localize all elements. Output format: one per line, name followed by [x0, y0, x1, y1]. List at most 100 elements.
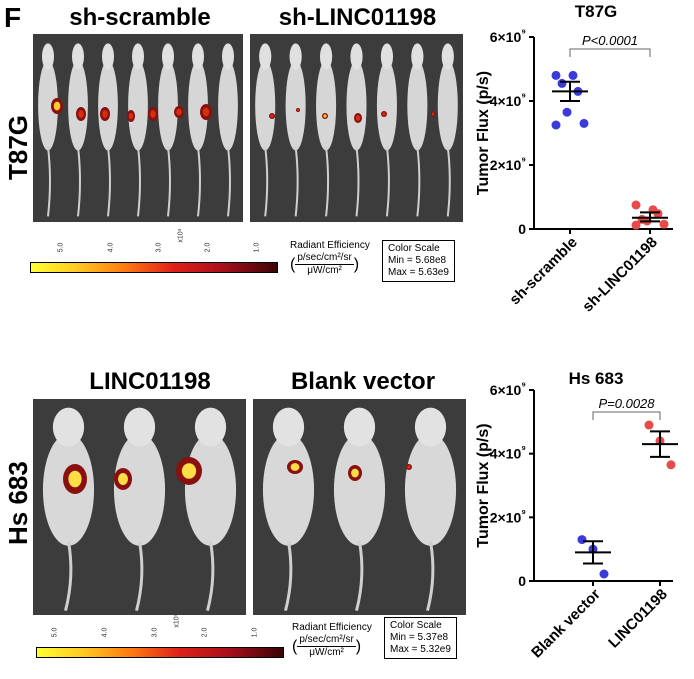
tick-label: 4.0 — [101, 627, 109, 638]
tick-label: 3.0 — [155, 242, 163, 253]
mouse-body — [184, 433, 237, 546]
tick-exponent: ⁹ — [521, 156, 526, 167]
tick-exponent: ⁹ — [521, 381, 526, 392]
mouse — [376, 43, 397, 217]
bioluminescence-image-linc01198 — [33, 399, 246, 615]
signal-spot-core — [270, 114, 274, 118]
mouse — [255, 43, 276, 217]
tick-label: 1.0 — [251, 627, 259, 638]
mouse-body — [437, 60, 458, 151]
significance-bracket — [569, 48, 651, 57]
signal-spot-core — [351, 468, 359, 478]
data-point — [631, 200, 641, 210]
data-point — [568, 70, 578, 80]
mouse-tail — [355, 541, 364, 612]
mouse — [42, 407, 95, 612]
mouse-head — [272, 407, 305, 447]
mouse-tail — [206, 541, 215, 612]
mouse-tail — [416, 146, 421, 217]
tick-label: 3.0 — [151, 627, 159, 638]
radiant-unit-denominator: μW/cm² — [309, 647, 344, 658]
y-tick-label: 0 — [518, 573, 526, 589]
tick-label: 2.0 — [201, 627, 209, 638]
mouse-body — [316, 60, 337, 151]
data-point — [557, 78, 567, 88]
x-tick-label: LINC01198 — [605, 586, 671, 652]
x-tick-label: Blank vector — [528, 586, 604, 662]
color-scale-max: Max = 5.63e9 — [388, 267, 449, 278]
y-tick-label: 4×10⁹ — [490, 92, 527, 109]
data-point — [551, 70, 561, 80]
radiant-efficiency-label: Radiant Efficiency ( p/sec/cm²/sr μW/cm²… — [292, 622, 372, 658]
mouse — [38, 43, 58, 217]
row-label-t87g: T87G — [3, 114, 33, 180]
y-tick-label: 6×10⁹ — [490, 28, 527, 45]
radiant-unit-denominator: μW/cm² — [307, 265, 342, 276]
mouse-head — [72, 43, 84, 70]
p-value-annotation: P=0.0028 — [598, 396, 655, 411]
mouse-head — [319, 43, 333, 70]
color-scale-max: Max = 5.32e9 — [390, 644, 451, 655]
group-title-sh-linc01198: sh-LINC01198 — [278, 4, 437, 31]
mouse-body — [68, 60, 88, 151]
signal-spot-core — [176, 108, 182, 116]
data-point — [644, 420, 654, 430]
mouse-tail — [77, 146, 81, 217]
y-tick-label: 4×10⁹ — [490, 445, 527, 462]
mouse-tail — [385, 146, 390, 217]
data-point — [562, 107, 572, 117]
mouse-head — [414, 407, 447, 447]
mouse-head — [380, 43, 394, 70]
data-point — [551, 120, 561, 130]
mouse — [333, 407, 386, 612]
y-tick-label: 0 — [518, 221, 526, 237]
signal-spot-core — [181, 463, 197, 479]
mouse-head — [123, 407, 156, 447]
tick-exponent: ⁹ — [521, 92, 526, 103]
mouse-head — [192, 43, 204, 70]
mouse-body — [333, 433, 386, 546]
chart-t87g: T87G Tumor Flux (p/s) 0 2×10⁹ 4×10⁹ 6×10⁹ sh-s… — [475, 2, 673, 315]
mouse — [188, 43, 208, 217]
mouse — [437, 43, 458, 217]
data-point — [666, 460, 676, 470]
data-point — [577, 535, 587, 545]
group-title-linc01198: LINC01198 — [89, 368, 211, 395]
chart-title: T87G — [575, 2, 618, 21]
mouse-head — [411, 43, 424, 70]
mouse — [68, 43, 88, 217]
mouse-tail — [227, 146, 231, 217]
mouse-tail — [284, 541, 293, 612]
mouse — [158, 43, 178, 217]
tick-label: 4.0 — [107, 242, 115, 253]
mouse-body — [188, 60, 208, 151]
mouse — [285, 43, 306, 217]
exponent-label: x10⁹ — [173, 613, 181, 628]
significance-bracket — [592, 411, 661, 420]
scale-ticks: 5.0 4.0 3.0 2.0 1.0 x10⁹ — [36, 613, 284, 647]
mouse-body — [285, 60, 306, 151]
mouse-tail — [47, 146, 51, 217]
mouse-tail — [167, 146, 171, 217]
radiant-efficiency-label: Radiant Efficiency ( p/sec/cm²/sr μW/cm²… — [290, 240, 370, 276]
mouse-head — [350, 43, 363, 70]
bioluminescence-image-sh-scramble — [33, 34, 243, 222]
chart-hs683: Hs 683 Tumor Flux (p/s) 0 2×10⁹ 4×10⁹ 6×10⁹ Bl… — [475, 369, 678, 662]
mouse-head — [52, 407, 85, 447]
mouse — [407, 43, 428, 217]
mouse-body — [404, 433, 457, 546]
chart-title: Hs 683 — [569, 369, 624, 388]
mouse-head — [42, 43, 54, 70]
mouse — [404, 407, 457, 612]
mouse-body — [38, 60, 58, 151]
mouse — [316, 43, 337, 217]
mouse-head — [343, 407, 376, 447]
mouse-body — [158, 60, 178, 151]
signal-spot-core — [150, 110, 156, 118]
signal-spot-core — [382, 112, 386, 116]
signal-spot-core — [128, 112, 134, 120]
mouse-head — [441, 43, 454, 70]
mouse-head — [194, 407, 227, 447]
tick-label: 5.0 — [51, 627, 59, 638]
mouse — [184, 407, 237, 612]
